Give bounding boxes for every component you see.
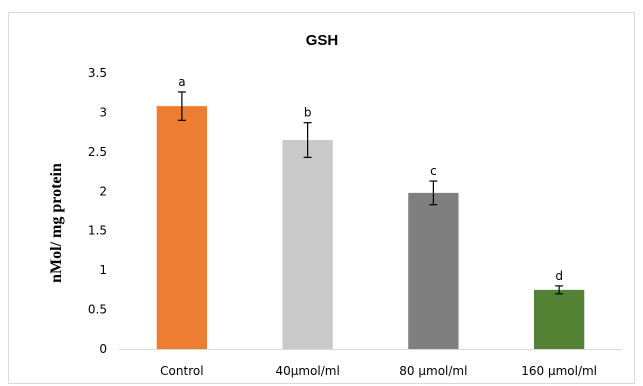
bar bbox=[533, 289, 585, 349]
error-bar bbox=[555, 285, 564, 295]
bar bbox=[408, 192, 459, 349]
y-axis-label: nMol/ mg protein bbox=[48, 163, 65, 283]
y-tick-label: 3 bbox=[99, 105, 107, 119]
y-tick-label: 2 bbox=[99, 184, 107, 198]
significance-label: a bbox=[178, 75, 185, 89]
significance-label: b bbox=[304, 106, 312, 120]
y-tick-label: 1 bbox=[99, 263, 107, 277]
y-axis-ticks: 0 0.5 1 1.5 2 2.5 3 3.5 bbox=[88, 66, 107, 356]
bar bbox=[156, 106, 208, 350]
chart-frame: GSH nMol/ mg protein 0 0.5 1 1.5 2 2.5 3 3.5 a b… bbox=[8, 12, 635, 384]
x-tick-label: Control bbox=[160, 364, 203, 378]
x-tick-label: 80 µmol/ml bbox=[399, 364, 467, 378]
y-tick-label: 0 bbox=[99, 342, 107, 356]
bar-chart: GSH nMol/ mg protein 0 0.5 1 1.5 2 2.5 3 3.5 a b… bbox=[48, 32, 622, 378]
error-bar bbox=[303, 122, 312, 158]
y-tick-label: 3.5 bbox=[88, 66, 107, 80]
x-tick-label: 160 µmol/ml bbox=[521, 364, 597, 378]
significance-label: d bbox=[555, 269, 563, 283]
error-bar bbox=[429, 180, 438, 206]
y-tick-label: 0.5 bbox=[88, 303, 107, 317]
x-axis: Control 40µmol/ml 80 µmol/ml 160 µmol/ml bbox=[119, 349, 622, 378]
y-tick-label: 1.5 bbox=[88, 224, 107, 238]
x-tick-label: 40µmol/ml bbox=[275, 364, 339, 378]
bar bbox=[282, 140, 333, 349]
significance-label: c bbox=[430, 164, 437, 178]
chart-title: GSH bbox=[306, 32, 339, 49]
bars-group: a b c d bbox=[156, 75, 585, 350]
error-bar bbox=[177, 91, 186, 121]
y-tick-label: 2.5 bbox=[88, 145, 107, 159]
